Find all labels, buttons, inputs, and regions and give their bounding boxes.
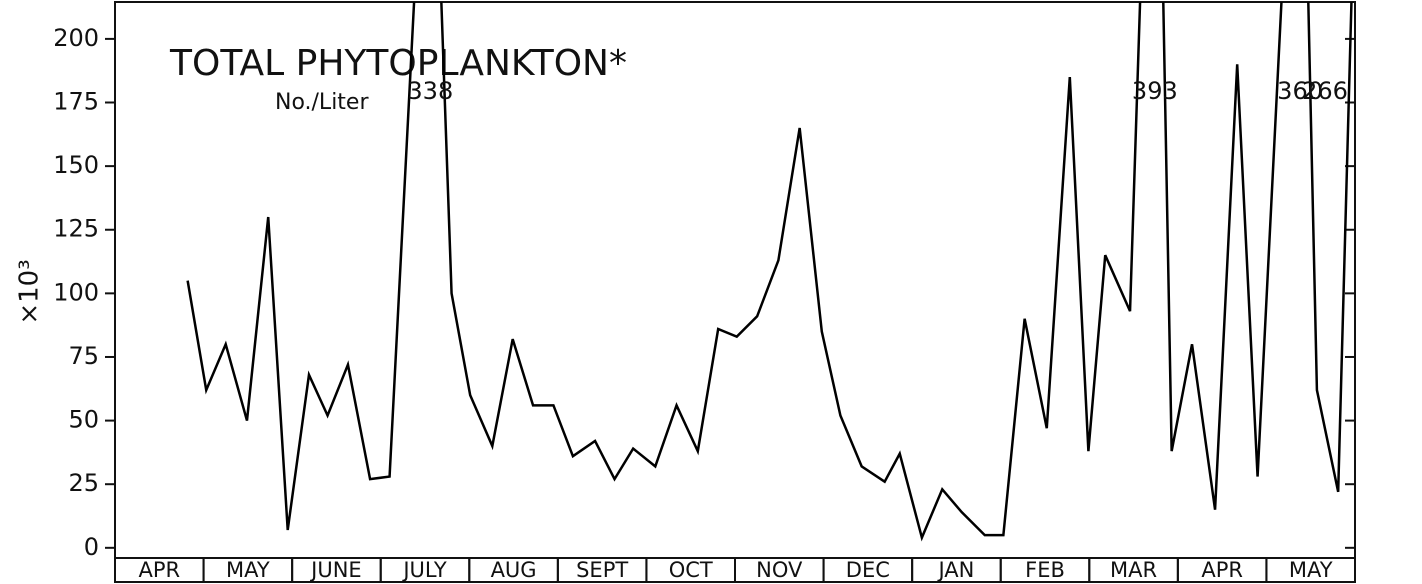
y-axis-label: ×10³ xyxy=(15,259,45,324)
x-tick-label: MAY xyxy=(1289,558,1333,582)
x-tick-label: SEPT xyxy=(576,558,628,582)
y-tick-label: 0 xyxy=(84,533,99,561)
x-tick-label: MAY xyxy=(226,558,270,582)
x-tick-label: JULY xyxy=(401,558,446,582)
y-tick-label: 125 xyxy=(53,215,99,243)
data-line xyxy=(186,2,1353,542)
x-tick-label: JUNE xyxy=(309,558,362,582)
peak-label: 393 xyxy=(1132,77,1178,105)
peak-label: 338 xyxy=(407,77,453,105)
y-tick-label: 75 xyxy=(68,342,99,370)
series xyxy=(186,2,1353,542)
y-tick-label: 200 xyxy=(53,24,99,52)
x-tick-label: APR xyxy=(138,558,180,582)
x-tick-label: FEB xyxy=(1025,558,1065,582)
x-tick-label: DEC xyxy=(846,558,890,582)
y-tick-label: 50 xyxy=(68,406,99,434)
x-tick-label: JAN xyxy=(936,558,974,582)
y-tick-label: 25 xyxy=(68,469,99,497)
peak-label: 360 xyxy=(1277,77,1323,105)
x-tick-label: MAR xyxy=(1110,558,1157,582)
x-tick-label: APR xyxy=(1201,558,1243,582)
y-tick-label: 150 xyxy=(53,151,99,179)
x-tick-label: OCT xyxy=(669,558,713,582)
month-box xyxy=(1265,557,1357,583)
x-tick-label: NOV xyxy=(756,558,803,582)
chart-subtitle: No./Liter xyxy=(275,90,369,115)
y-tick-label: 175 xyxy=(53,88,99,116)
peak-label: 266 xyxy=(1302,77,1348,105)
x-tick-label: AUG xyxy=(491,558,537,582)
y-tick-label: 100 xyxy=(53,278,99,306)
chart-title: TOTAL PHYTOPLANKTON* xyxy=(169,43,627,84)
